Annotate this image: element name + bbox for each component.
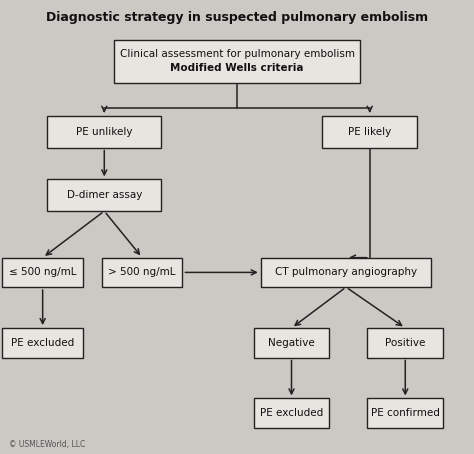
Text: PE likely: PE likely	[348, 127, 392, 137]
FancyBboxPatch shape	[254, 328, 329, 358]
Text: > 500 ng/mL: > 500 ng/mL	[109, 267, 176, 277]
Text: Positive: Positive	[385, 338, 426, 348]
FancyBboxPatch shape	[47, 179, 161, 211]
Text: PE confirmed: PE confirmed	[371, 408, 440, 418]
FancyBboxPatch shape	[47, 116, 161, 148]
Text: ≤ 500 ng/mL: ≤ 500 ng/mL	[9, 267, 76, 277]
Text: © USMLEWorld, LLC: © USMLEWorld, LLC	[9, 439, 86, 449]
Text: PE excluded: PE excluded	[260, 408, 323, 418]
Text: Negative: Negative	[268, 338, 315, 348]
Text: Clinical assessment for pulmonary embolism: Clinical assessment for pulmonary emboli…	[119, 49, 355, 59]
Text: D-dimer assay: D-dimer assay	[66, 190, 142, 200]
FancyBboxPatch shape	[114, 39, 360, 83]
FancyBboxPatch shape	[322, 116, 417, 148]
FancyBboxPatch shape	[261, 257, 431, 287]
FancyBboxPatch shape	[254, 399, 329, 428]
FancyBboxPatch shape	[367, 328, 443, 358]
FancyBboxPatch shape	[2, 257, 83, 287]
FancyBboxPatch shape	[2, 328, 83, 358]
Text: PE excluded: PE excluded	[11, 338, 74, 348]
FancyBboxPatch shape	[102, 257, 182, 287]
Text: PE unlikely: PE unlikely	[76, 127, 133, 137]
Text: Diagnostic strategy in suspected pulmonary embolism: Diagnostic strategy in suspected pulmona…	[46, 11, 428, 25]
Text: Modified Wells criteria: Modified Wells criteria	[170, 63, 304, 73]
FancyBboxPatch shape	[367, 399, 443, 428]
Text: CT pulmonary angiography: CT pulmonary angiography	[275, 267, 417, 277]
